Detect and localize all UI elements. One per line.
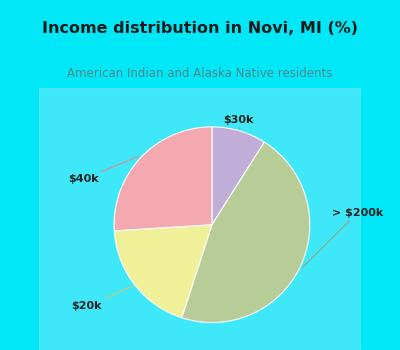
- Bar: [39, 88, 361, 350]
- Bar: [39, 88, 361, 350]
- Bar: [39, 88, 361, 350]
- Bar: [39, 88, 361, 350]
- Bar: [39, 88, 361, 350]
- Wedge shape: [212, 127, 264, 225]
- Bar: [39, 88, 361, 350]
- Bar: [39, 88, 361, 350]
- Text: $20k: $20k: [71, 286, 133, 311]
- Bar: [39, 88, 361, 350]
- Text: American Indian and Alaska Native residents: American Indian and Alaska Native reside…: [67, 67, 333, 80]
- Bar: [39, 88, 361, 350]
- Bar: [39, 88, 361, 350]
- Bar: [39, 88, 361, 350]
- Wedge shape: [114, 225, 212, 318]
- Bar: [39, 88, 361, 350]
- Bar: [39, 88, 361, 350]
- Wedge shape: [182, 142, 310, 323]
- Bar: [39, 88, 361, 350]
- Text: $40k: $40k: [68, 156, 139, 184]
- Text: > $200k: > $200k: [303, 208, 383, 267]
- Text: Income distribution in Novi, MI (%): Income distribution in Novi, MI (%): [42, 21, 358, 36]
- Text: $30k: $30k: [223, 115, 253, 128]
- Bar: [39, 88, 361, 350]
- Wedge shape: [114, 127, 212, 231]
- Bar: [39, 88, 361, 350]
- Bar: [39, 88, 361, 350]
- Bar: [39, 88, 361, 350]
- Bar: [39, 88, 361, 350]
- Bar: [39, 88, 361, 350]
